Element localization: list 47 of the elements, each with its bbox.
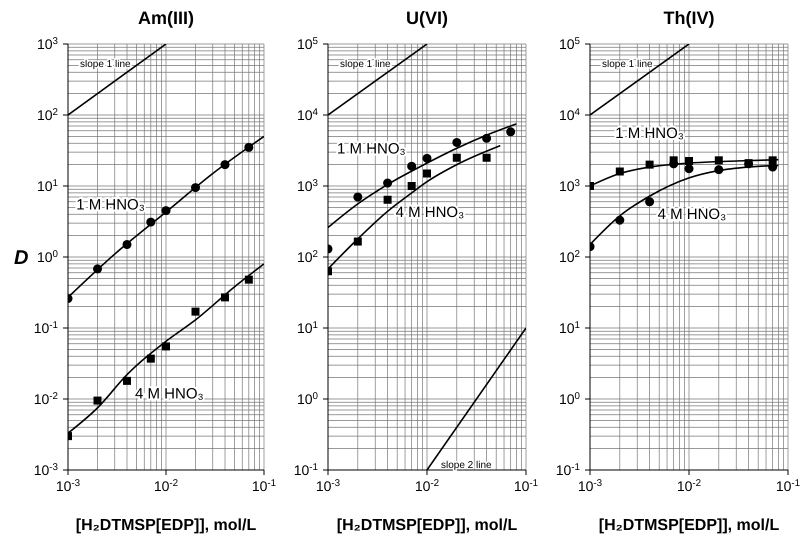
series-label: 1 M HNO₃ xyxy=(337,140,406,158)
y-tick-label: 10$^{1}$ xyxy=(558,320,580,336)
y-tick-label: 10$^{3}$ xyxy=(558,178,581,194)
x-tick-label: 10$^{-1}$ xyxy=(776,478,800,494)
x-tick-label: 10$^{-2}$ xyxy=(414,478,440,494)
x-tick-label: 10$^{-2}$ xyxy=(676,478,702,494)
chart-title: Th(IV) xyxy=(662,8,716,30)
series-label: 4 M HNO₃ xyxy=(396,204,464,222)
y-tick-label: 10$^{3}$ xyxy=(36,36,59,52)
y-tick-label: 10$^{4}$ xyxy=(296,106,319,123)
series-label: 1 M HNO₃ xyxy=(76,196,145,214)
x-tick-label: 10$^{-3}$ xyxy=(56,478,81,494)
series-label: slope 1 line xyxy=(340,59,392,70)
x-tick-label: 10$^{-1}$ xyxy=(514,478,538,494)
y-tick-label: 10$^{1}$ xyxy=(36,178,58,194)
x-tick-label: 10$^{-2}$ xyxy=(154,478,178,494)
y-tick-label: 10$^{-1}$ xyxy=(556,462,580,478)
y-tick-label: 10$^{5}$ xyxy=(558,36,581,52)
y-tick-label: 10$^{-3}$ xyxy=(34,462,59,478)
y-tick-label: 10$^{0}$ xyxy=(36,248,59,265)
x-tick-label: 10$^{-3}$ xyxy=(316,478,341,494)
x-axis-title: [H₂DTMSP[EDP]], mol/L xyxy=(336,517,518,534)
series-label: slope 1 line xyxy=(80,59,132,70)
x-tick-label: 10$^{-1}$ xyxy=(252,478,276,494)
y-tick-label: 10$^{-1}$ xyxy=(34,320,58,336)
y-tick-label: 10$^{0}$ xyxy=(296,390,319,407)
series-label: 1 M HNO₃ xyxy=(615,125,684,142)
x-axis-title: [H₂DTMSP[EDP]], mol/L xyxy=(598,517,780,534)
chart-title: U(VI) xyxy=(405,8,449,30)
y-tick-label: 10$^{1}$ xyxy=(296,320,318,336)
series-label: slope 1 line xyxy=(602,59,654,70)
y-tick-label: 10$^{4}$ xyxy=(558,106,581,123)
y-tick-label: 10$^{2}$ xyxy=(296,248,318,265)
y-tick-label: 10$^{5}$ xyxy=(296,36,319,52)
series-label: 4 M HNO₃ xyxy=(135,385,204,402)
chart-title: Am(III) xyxy=(137,8,195,30)
y-axis-title: D xyxy=(14,247,28,270)
y-tick-label: 10$^{-1}$ xyxy=(294,462,318,478)
x-tick-label: 10$^{-3}$ xyxy=(578,478,603,494)
y-tick-label: 10$^{3}$ xyxy=(296,178,319,194)
series-label: slope 2 line xyxy=(441,460,492,471)
x-axis-title: [H₂DTMSP[EDP]], mol/L xyxy=(76,517,256,534)
y-tick-label: 10$^{-2}$ xyxy=(34,390,58,407)
y-tick-label: 10$^{2}$ xyxy=(36,106,58,123)
series-label: 4 M HNO₃ xyxy=(658,206,726,224)
y-tick-label: 10$^{2}$ xyxy=(558,248,580,265)
y-tick-label: 10$^{0}$ xyxy=(558,390,581,407)
